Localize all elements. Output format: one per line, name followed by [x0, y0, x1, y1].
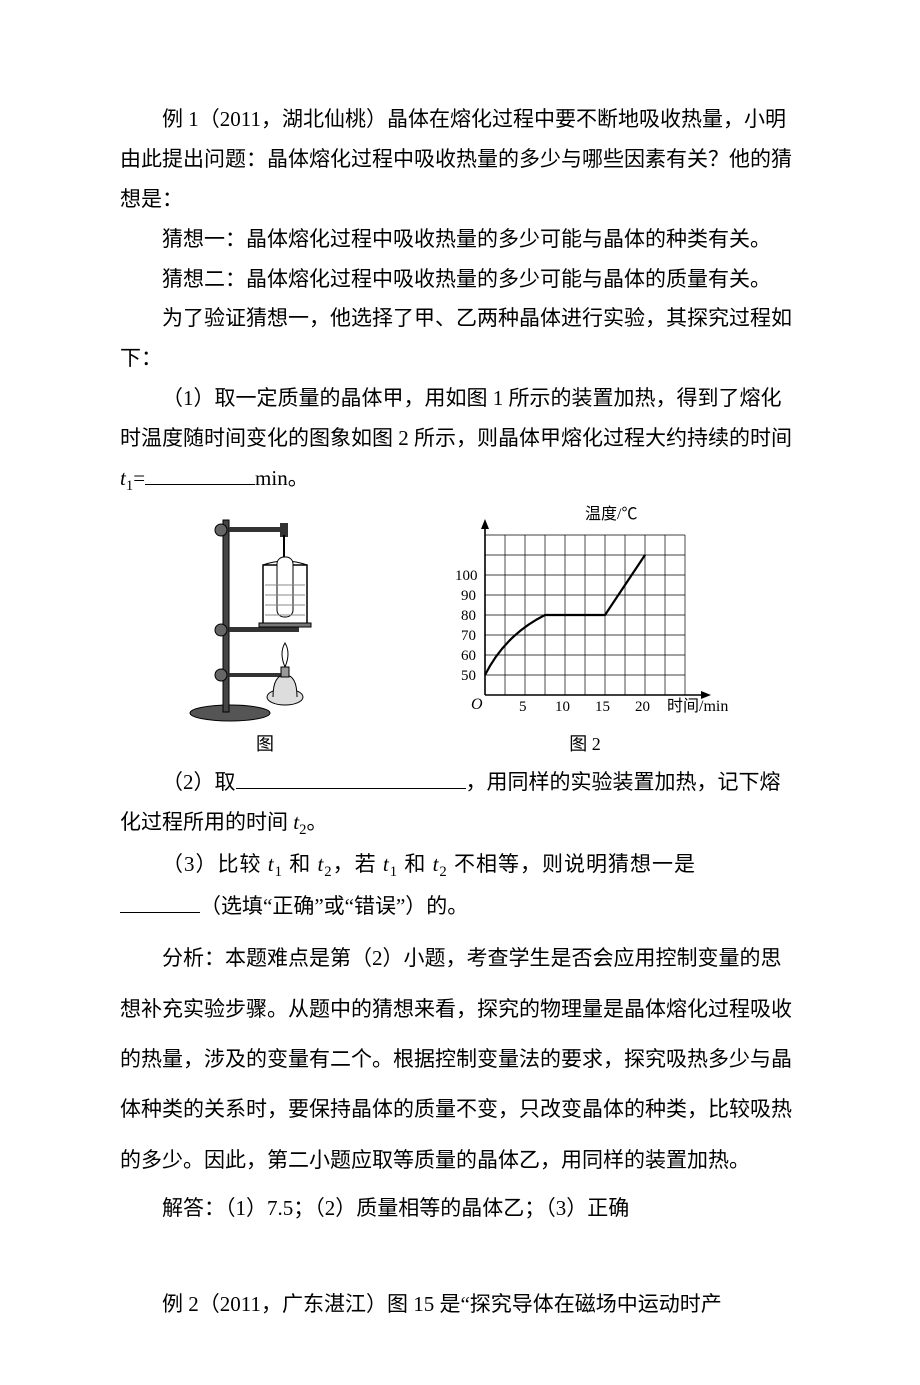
- hypothesis-1: 猜想一：晶体熔化过程中吸收热量的多少可能与晶体的种类有关。: [120, 220, 800, 260]
- graph-y-label: 温度/℃: [585, 505, 637, 523]
- q3-blank: [120, 891, 200, 913]
- q3-t2-sub: 2: [324, 865, 332, 881]
- question-3-line2: （选填“正确”或“错误”）的。: [120, 887, 800, 927]
- q3-b: 和: [283, 852, 318, 876]
- q2-blank: [236, 767, 466, 789]
- question-2: （2）取，用同样的实验装置加热，记下熔化过程所用的时间 t2。: [120, 763, 800, 845]
- q1-text: （1）取一定质量的晶体甲，用如图 1 所示的装置加热，得到了熔化时温度随时间变化…: [120, 386, 792, 450]
- q3-t1-sub: 1: [275, 865, 283, 881]
- page: 例 1（2011，湖北仙桃）晶体在熔化过程中要不断地吸收热量，小明由此提出问题：…: [0, 0, 920, 1385]
- example-2: 例 2（2011，广东湛江）图 15 是“探究导体在磁场中运动时产: [120, 1285, 800, 1325]
- hypothesis-2: 猜想二：晶体熔化过程中吸收热量的多少可能与晶体的质量有关。: [120, 260, 800, 300]
- figure-1: 图: [185, 505, 345, 761]
- q3-a: （3）比较: [162, 852, 268, 876]
- q2-end: 。: [306, 810, 327, 834]
- y-tick-90: 90: [461, 588, 476, 604]
- q1-unit: min。: [255, 466, 309, 490]
- graph-origin: O: [471, 696, 483, 713]
- figure-1-caption: 图: [256, 727, 274, 761]
- y-tick-50: 50: [461, 668, 476, 684]
- figures-row: 图 温度/℃: [120, 505, 800, 761]
- q3-t1-t: t: [268, 852, 275, 876]
- question-3: （3）比较 t1 和 t2，若 t1 和 t2 不相等，则说明猜想一是: [120, 845, 800, 887]
- y-tick-100: 100: [455, 568, 478, 584]
- graph-x-label: 时间/min: [667, 697, 728, 715]
- figure-2: 温度/℃: [435, 505, 735, 761]
- q3-d: 不相等，则说明猜想一是: [448, 852, 696, 876]
- q3-c: ，若: [333, 852, 383, 876]
- q3-t1b-t: t: [383, 852, 390, 876]
- apparatus-diagram: [185, 505, 345, 725]
- procedure-intro: 为了验证猜想一，他选择了甲、乙两种晶体进行实验，其探究过程如下：: [120, 299, 800, 379]
- y-tick-60: 60: [461, 648, 476, 664]
- analysis: 分析：本题难点是第（2）小题，考查学生是否会应用控制变量的思想补充实验步骤。从题…: [120, 933, 800, 1185]
- x-tick-20: 20: [635, 699, 650, 715]
- q2-text-a: （2）取: [162, 770, 236, 794]
- question-1: （1）取一定质量的晶体甲，用如图 1 所示的装置加热，得到了熔化时温度随时间变化…: [120, 379, 800, 501]
- q3-t2b-sub: 2: [439, 865, 447, 881]
- x-tick-15: 15: [595, 699, 610, 715]
- answer: 解答：（1）7.5；（2）质量相等的晶体乙；（3）正确: [120, 1189, 800, 1229]
- figure-2-caption: 图 2: [569, 727, 601, 761]
- temperature-time-graph: 温度/℃: [435, 505, 735, 725]
- q1-blank: [145, 463, 255, 485]
- q1-equals: =: [133, 466, 145, 490]
- q3-e: （选填“正确”或“错误”）的。: [200, 894, 468, 918]
- x-tick-5: 5: [519, 699, 527, 715]
- y-tick-80: 80: [461, 608, 476, 624]
- x-tick-10: 10: [555, 699, 570, 715]
- y-tick-70: 70: [461, 628, 476, 644]
- paragraph-intro: 例 1（2011，湖北仙桃）晶体在熔化过程中要不断地吸收热量，小明由此提出问题：…: [120, 100, 800, 220]
- q3-b2: 和: [398, 852, 433, 876]
- q3-t1b-sub: 1: [390, 865, 398, 881]
